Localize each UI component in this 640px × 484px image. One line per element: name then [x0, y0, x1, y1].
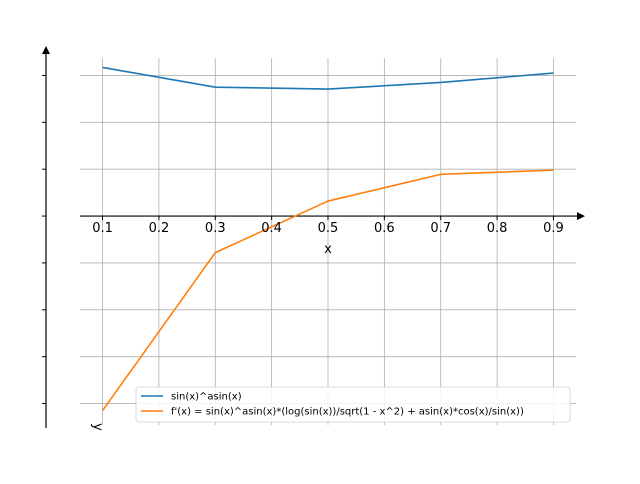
x-tick-label: 0.8 [487, 221, 508, 236]
x-tick-label: 0.6 [374, 221, 395, 236]
x-tick-label: 0.5 [318, 221, 339, 236]
x-tick-label: 0.1 [92, 221, 113, 236]
y-axis-title: y [90, 423, 105, 431]
x-axis-arrow-icon [577, 212, 585, 221]
x-tick-label: 0.9 [543, 221, 564, 236]
x-tick-label: 0.2 [149, 221, 170, 236]
series-line-2 [101, 169, 554, 412]
x-tick-label: 0.7 [430, 221, 451, 236]
y-axis-arrow-icon [42, 46, 50, 54]
series-line-1 [102, 66, 554, 90]
x-axis-title: x [324, 242, 332, 257]
x-tick-label: 0.3 [205, 221, 226, 236]
legend-label-2: f'(x) = sin(x)^asin(x)*(log(sin(x))/sqrt… [171, 407, 524, 418]
x-tick-label: 0.4 [261, 221, 282, 236]
legend-label-1: sin(x)^asin(x) [171, 392, 242, 403]
legend-box [135, 386, 571, 423]
